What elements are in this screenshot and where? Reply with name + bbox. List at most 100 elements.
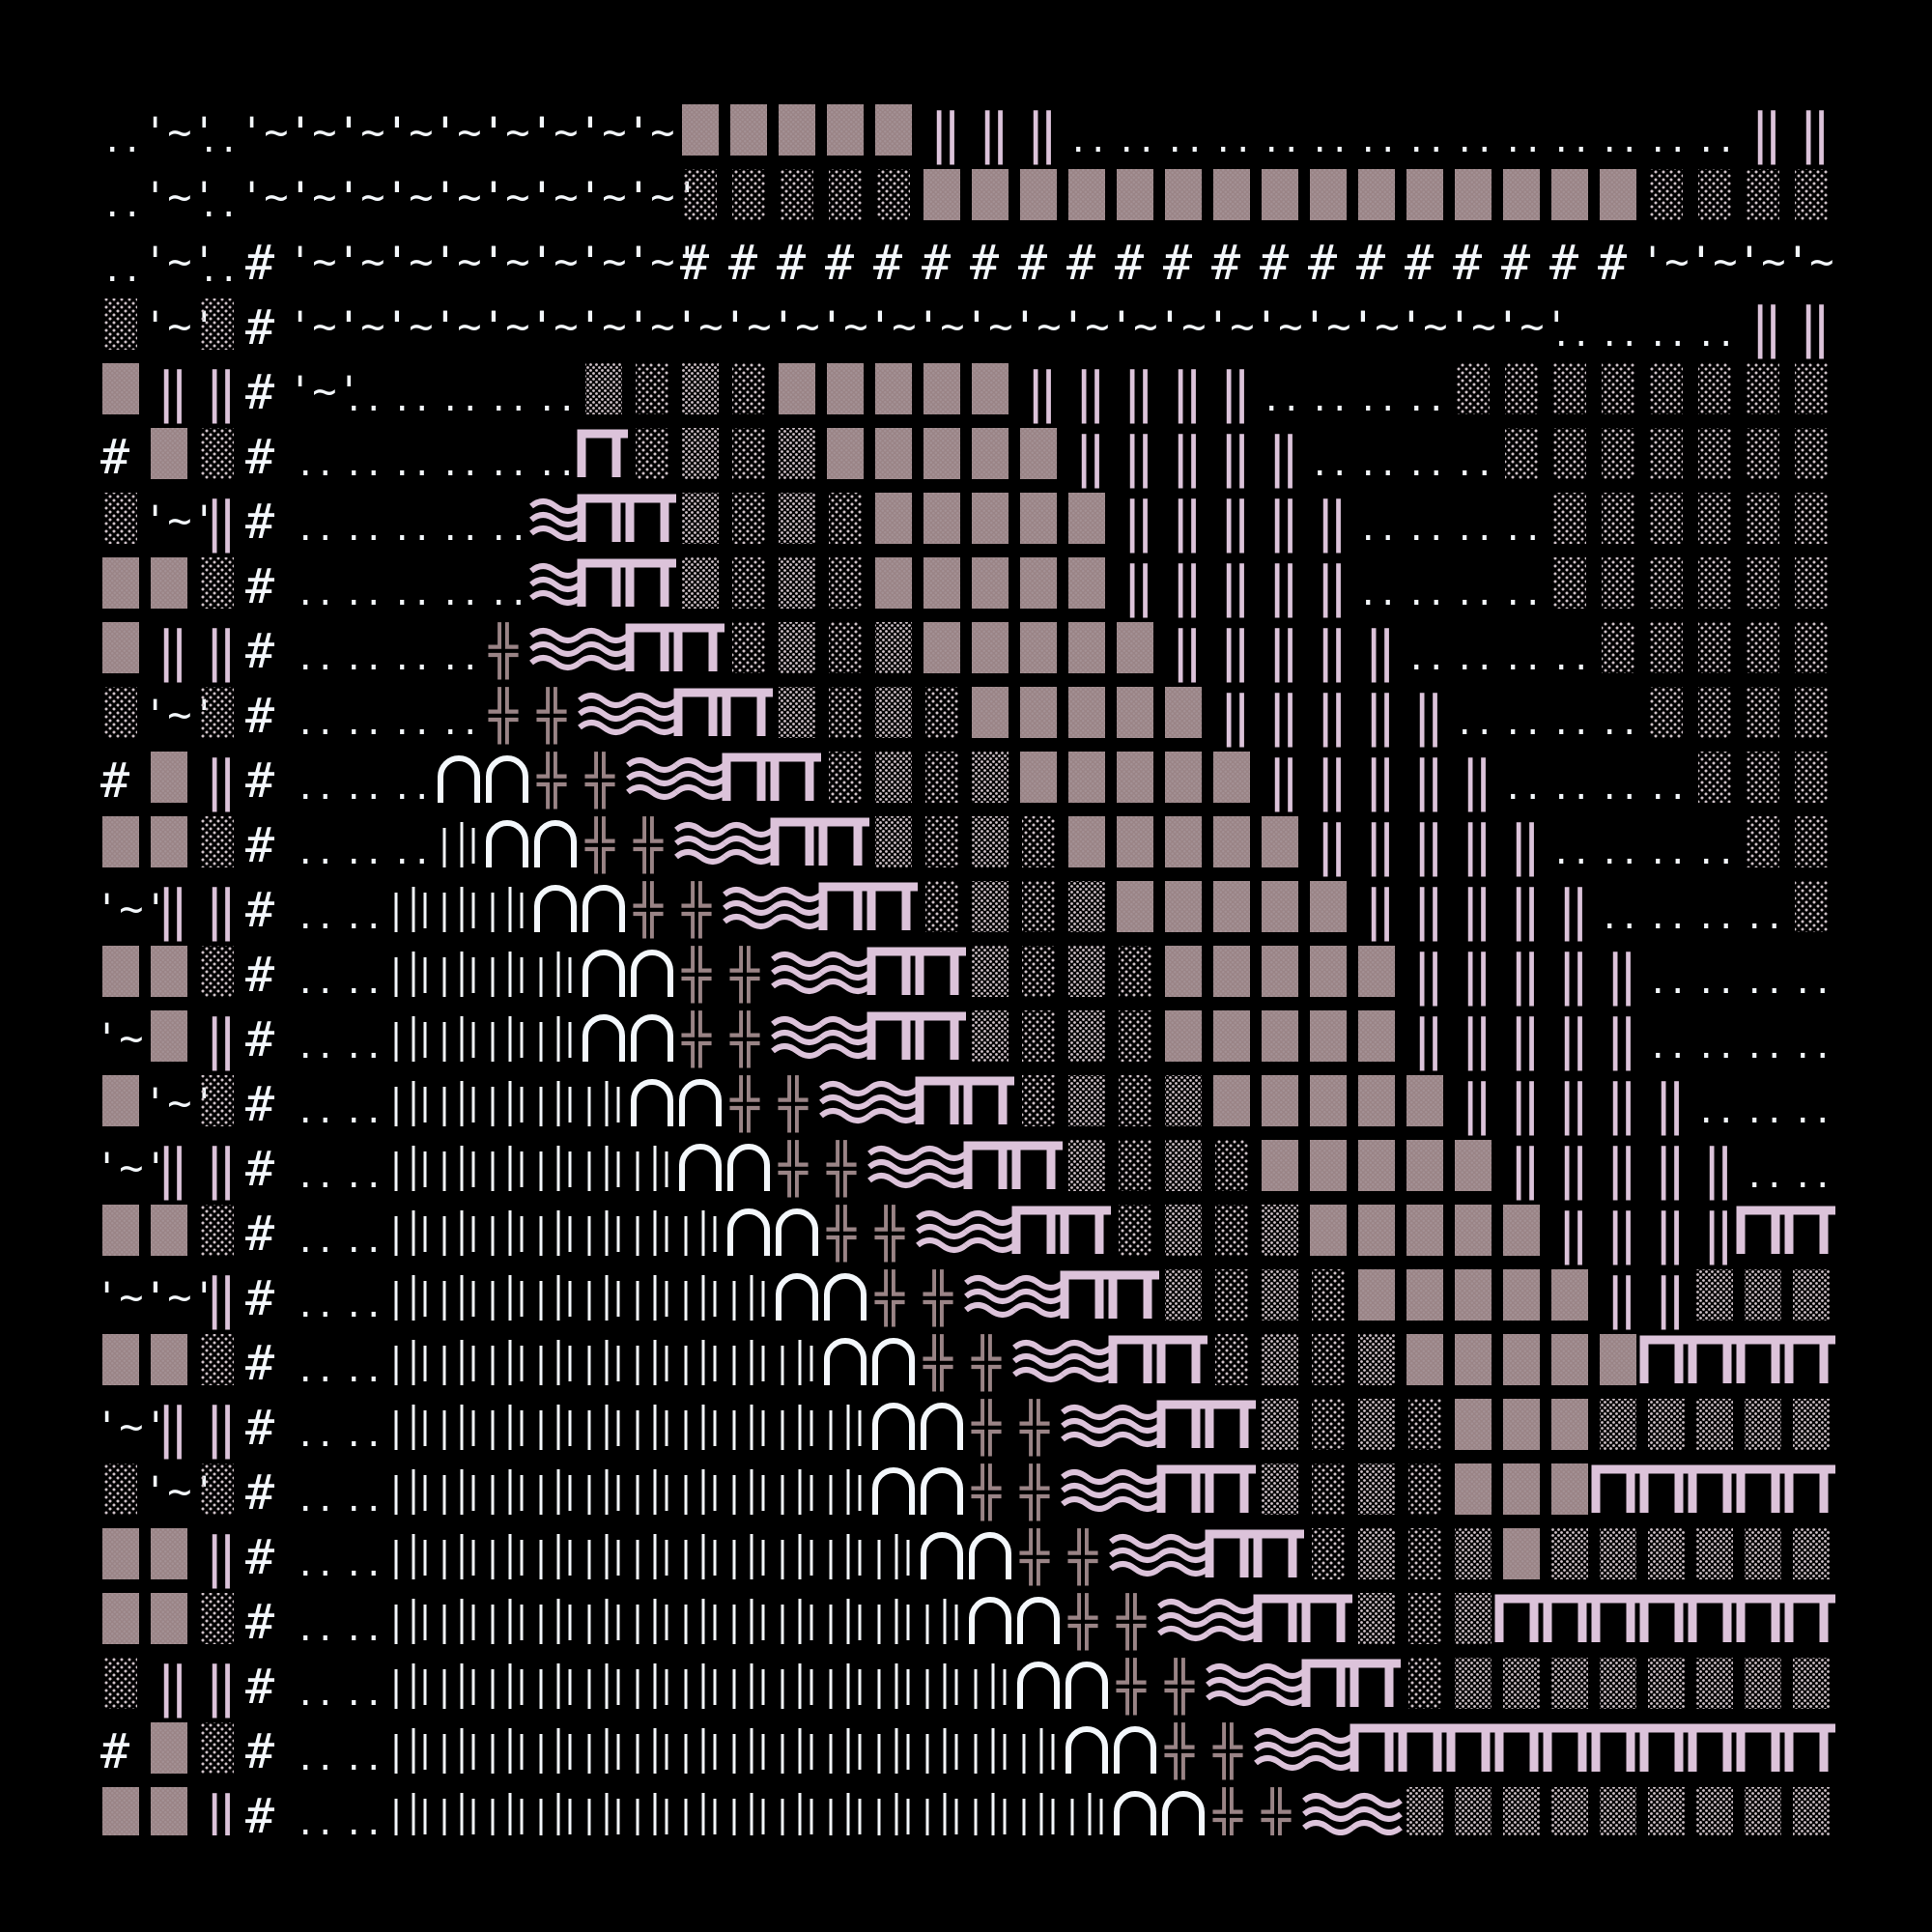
wave-glyph	[1012, 1289, 1065, 1304]
dots-glyph: ..	[1648, 963, 1688, 1002]
stipple-tile	[972, 816, 1009, 867]
wave-glyph	[819, 952, 871, 967]
line-glyph	[394, 1663, 427, 1709]
block-tile-texture	[779, 104, 815, 156]
wave-glyph	[1350, 1793, 1403, 1808]
stipple-tile	[201, 557, 234, 609]
double-bar-glyph: ‖	[1654, 1138, 1687, 1201]
dots-glyph: ..	[344, 1093, 384, 1131]
dots-glyph: ..	[1310, 122, 1350, 160]
line-glyph	[442, 1534, 475, 1579]
cross-glyph: ╬	[923, 1269, 953, 1327]
hash-glyph: #	[100, 753, 129, 809]
dots-glyph: ..	[296, 834, 335, 872]
dots-glyph: ..	[296, 445, 335, 484]
block-tile-texture	[1213, 816, 1250, 867]
cross-glyph: ╬	[874, 1269, 905, 1327]
double-bar-glyph: ‖	[1412, 685, 1445, 748]
line-glyph	[636, 1340, 668, 1385]
dots-glyph: ..	[392, 575, 432, 613]
line-glyph	[587, 1405, 620, 1450]
wave-glyph	[819, 1081, 871, 1096]
tilde-glyph: '~'	[433, 238, 506, 285]
stipple-tile	[1696, 1399, 1733, 1450]
dots-glyph: ..	[344, 1675, 384, 1714]
gate-glyph	[1591, 1723, 1642, 1772]
dots-glyph: ..	[440, 704, 480, 743]
double-bar-glyph: ‖	[205, 1397, 238, 1460]
wave-glyph	[578, 693, 630, 708]
block-tile-texture	[1310, 881, 1347, 932]
line-glyph	[781, 1405, 813, 1450]
block-tile-texture	[1020, 169, 1057, 220]
stipple-tile	[1312, 1463, 1345, 1515]
stipple-tile	[1505, 428, 1538, 479]
stipple-tile	[1747, 363, 1779, 414]
block-tile-texture	[102, 1593, 139, 1644]
wave-glyph	[529, 628, 582, 643]
block-tile-texture	[1020, 557, 1057, 609]
block-tile-texture	[1165, 687, 1202, 738]
double-bar-glyph: ‖	[205, 1138, 238, 1201]
dots-glyph: ..	[1358, 122, 1398, 160]
gate-glyph	[1591, 1464, 1642, 1513]
line-glyph	[636, 1469, 668, 1515]
double-bar-glyph: ‖	[1557, 1009, 1590, 1071]
tilde-glyph: '~'	[819, 302, 893, 350]
line-glyph	[587, 1210, 620, 1256]
stipple-tile	[1312, 1528, 1345, 1579]
stipple-tile	[1795, 363, 1828, 414]
dots-glyph: ..	[1213, 122, 1253, 160]
double-bar-glyph: ‖	[1219, 491, 1252, 554]
wave-glyph	[1254, 1677, 1306, 1692]
stipple-tile	[1650, 428, 1683, 479]
line-glyph	[491, 1081, 524, 1126]
stipple-tile	[732, 363, 765, 414]
dots-glyph: ..	[1406, 381, 1446, 419]
line-glyph	[491, 1469, 524, 1515]
double-bar-glyph: ‖	[1557, 1138, 1590, 1201]
dots-glyph: ..	[1358, 445, 1398, 484]
dots-glyph: ..	[1745, 963, 1784, 1002]
hash-glyph: #	[1115, 235, 1144, 291]
hash-glyph: #	[1405, 235, 1434, 291]
stipple-tile	[875, 816, 912, 867]
dots-glyph: ..	[1551, 834, 1591, 872]
stipple-tile	[1503, 1787, 1540, 1835]
arch-glyph	[679, 1079, 722, 1126]
stipple-tile	[1022, 946, 1055, 997]
line-glyph	[539, 1534, 572, 1579]
block-tile-texture	[1503, 169, 1540, 220]
stipple-tile	[779, 428, 815, 479]
dots-glyph: ..	[1358, 510, 1398, 549]
dots-glyph: ..	[344, 1481, 384, 1520]
stipple-tile	[1358, 1334, 1395, 1385]
stipple-tile	[1793, 1399, 1830, 1450]
gate-glyph	[1736, 1723, 1787, 1772]
line-glyph	[587, 1469, 620, 1515]
line-glyph	[442, 1081, 475, 1126]
stipple-tile	[1358, 1399, 1395, 1450]
block-tile-texture	[1165, 946, 1202, 997]
block-tile-texture	[1503, 1528, 1540, 1579]
line-glyph	[491, 1405, 524, 1450]
block-tile-texture	[1262, 1140, 1298, 1191]
line-glyph	[636, 1728, 668, 1774]
wave-glyph	[964, 1289, 1016, 1304]
wave-glyph	[1061, 1367, 1113, 1382]
double-bar-glyph: ‖	[1316, 491, 1349, 554]
wave-glyph	[1206, 1663, 1258, 1679]
stipple-tile	[1022, 816, 1055, 867]
dots-glyph: ..	[392, 704, 432, 743]
gate-glyph	[867, 882, 918, 930]
stipple-tile	[1408, 1658, 1441, 1709]
arch-glyph	[921, 1467, 963, 1515]
block-tile-texture	[151, 1722, 187, 1774]
cross-glyph: ╬	[1019, 1463, 1050, 1521]
double-bar-glyph: ‖	[205, 1009, 238, 1071]
wave-glyph	[1109, 1432, 1161, 1447]
tilde-glyph: '~'	[1109, 302, 1182, 350]
line-glyph	[684, 1534, 717, 1579]
line-glyph	[732, 1469, 765, 1515]
stipple-tile	[875, 752, 912, 803]
